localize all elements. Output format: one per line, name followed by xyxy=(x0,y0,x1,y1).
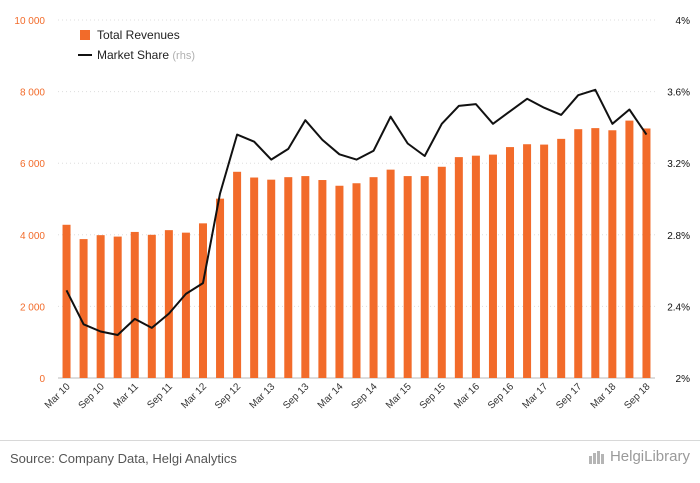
source-note: Source: Company Data, Helgi Analytics xyxy=(10,451,237,466)
y-right-tick-label: 2% xyxy=(676,374,691,385)
x-tick-label: Sep 14 xyxy=(349,381,379,411)
y-right-tick-label: 3.6% xyxy=(667,88,690,99)
x-tick-label: Mar 10 xyxy=(43,381,73,411)
x-tick-label: Mar 18 xyxy=(589,381,619,411)
bar-total-revenues xyxy=(540,144,549,378)
x-tick-label: Sep 11 xyxy=(145,381,175,411)
y-left-tick-label: 4 000 xyxy=(20,231,45,242)
y-right-tick-label: 2.4% xyxy=(667,302,690,313)
x-tick-label: Mar 17 xyxy=(520,381,550,411)
x-tick-label: Sep 13 xyxy=(281,381,311,411)
bar-total-revenues xyxy=(130,231,139,378)
bar-total-revenues xyxy=(267,179,276,378)
x-tick-label: Mar 14 xyxy=(316,381,346,411)
x-tick-label: Mar 15 xyxy=(384,381,414,411)
legend-note-rhs: (rhs) xyxy=(172,50,195,62)
bar-total-revenues xyxy=(250,177,259,378)
x-tick-label: Sep 16 xyxy=(486,381,516,411)
x-tick-label: Mar 11 xyxy=(112,381,142,411)
helgi-library-icon xyxy=(588,450,604,464)
bar-total-revenues xyxy=(164,230,173,378)
bar-total-revenues xyxy=(403,176,412,378)
bar-total-revenues xyxy=(79,239,88,378)
x-tick-label: Sep 18 xyxy=(622,381,652,411)
bar-total-revenues xyxy=(523,144,532,378)
x-tick-label: Sep 10 xyxy=(77,381,107,411)
x-tick-label: Sep 15 xyxy=(418,381,448,411)
legend-label-market-share: Market Share (rhs) xyxy=(97,48,195,62)
bar-total-revenues xyxy=(301,176,310,378)
x-tick-label: Mar 12 xyxy=(179,381,209,411)
bar-total-revenues xyxy=(96,235,105,378)
bar-total-revenues xyxy=(113,236,122,378)
bar-total-revenues xyxy=(420,176,429,378)
y-left-tick-label: 8 000 xyxy=(20,88,45,99)
y-right-tick-label: 2.8% xyxy=(667,231,690,242)
bar-total-revenues xyxy=(284,177,293,378)
x-tick-label: Mar 16 xyxy=(452,381,482,411)
bar-total-revenues xyxy=(147,234,156,378)
bar-total-revenues xyxy=(62,224,71,378)
bar-total-revenues xyxy=(591,128,600,378)
bar-total-revenues xyxy=(437,166,446,378)
footer: Source: Company Data, Helgi Analytics He… xyxy=(0,440,700,483)
x-tick-label: Sep 17 xyxy=(554,381,584,411)
bar-total-revenues xyxy=(335,185,344,378)
y-left-tick-label: 2 000 xyxy=(20,302,45,313)
footer-divider xyxy=(0,440,700,441)
bar-total-revenues xyxy=(557,138,566,378)
legend-label-total-revenues: Total Revenues xyxy=(97,28,180,42)
y-left-tick-label: 0 xyxy=(39,374,45,385)
bar-total-revenues xyxy=(625,120,634,379)
bar-total-revenues xyxy=(198,223,207,378)
bar-total-revenues xyxy=(181,232,190,378)
y-right-tick-label: 3.2% xyxy=(667,159,690,170)
brand-name: HelgiLibrary xyxy=(609,448,690,465)
bar-total-revenues xyxy=(369,177,378,378)
bar-total-revenues xyxy=(506,147,515,378)
y-left-tick-label: 10 000 xyxy=(14,16,45,27)
x-tick-label: Sep 12 xyxy=(213,381,243,411)
bar-total-revenues xyxy=(386,169,395,378)
legend-swatch-total-revenues xyxy=(80,30,90,40)
y-left-tick-label: 6 000 xyxy=(20,159,45,170)
bar-total-revenues xyxy=(488,154,497,378)
x-tick-label: Mar 13 xyxy=(248,381,278,411)
bar-total-revenues xyxy=(352,183,361,378)
y-right-tick-label: 4% xyxy=(676,16,691,27)
bar-total-revenues xyxy=(608,130,617,378)
bar-total-revenues xyxy=(471,155,480,378)
bar-total-revenues xyxy=(574,129,583,378)
line-market-share xyxy=(65,88,648,336)
bar-total-revenues xyxy=(318,180,327,378)
brand-logo: HelgiLibrary xyxy=(588,448,690,465)
bar-total-revenues xyxy=(233,171,242,378)
bar-total-revenues xyxy=(454,157,463,378)
bar-total-revenues xyxy=(642,128,651,378)
bar-total-revenues xyxy=(216,198,225,378)
chart: 0 2 000 4 000 6 000 8 000 10 000 2% 2.4% 2.8% 3.2… xyxy=(14,16,691,412)
